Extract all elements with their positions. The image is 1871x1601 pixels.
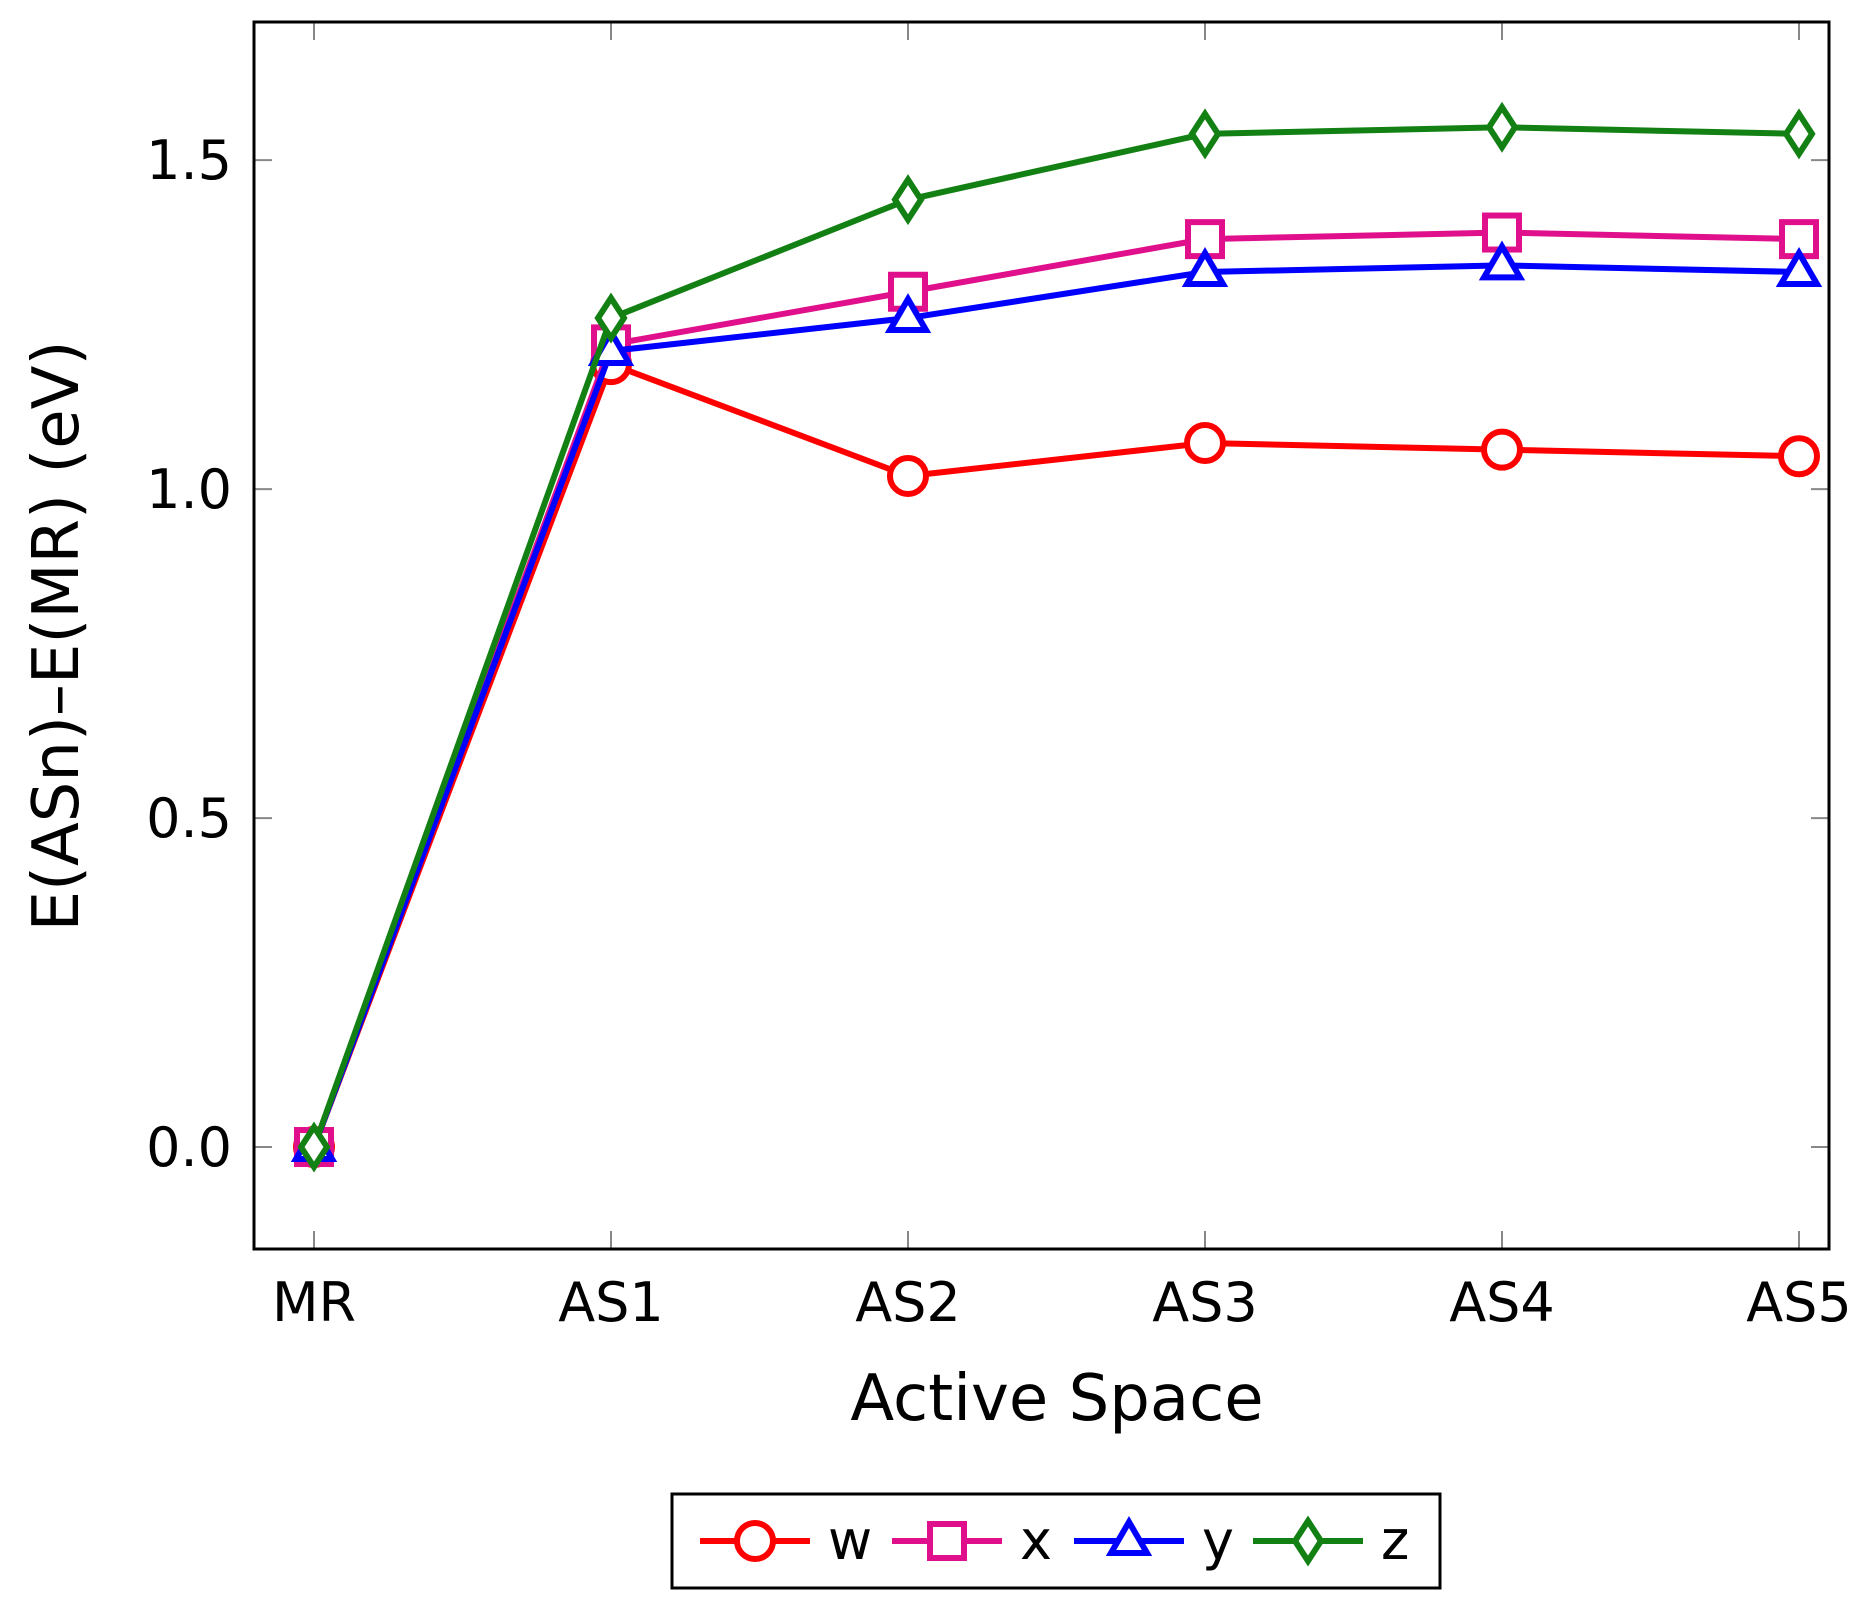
legend-entry-z: z [1253,1509,1409,1572]
data-point-w [1481,428,1523,471]
legend-marker-circle [734,1520,776,1562]
data-point-w [1778,435,1820,478]
data-point-z [1188,108,1222,160]
x-tick-label: AS3 [1152,1271,1258,1334]
legend-marker-triangle [1105,1516,1153,1556]
plot-area-frame [252,20,1831,1251]
legend-marker-square [927,1521,967,1561]
series-line-y [311,262,1800,1149]
series-z [297,101,1816,1173]
y-tick-label: 1.5 [146,129,232,192]
data-point-z [297,1121,331,1173]
legend-marker-diamond [1291,1515,1325,1567]
series-x [294,212,1819,1168]
series-line-w [311,361,1800,1149]
series-y [290,240,1823,1163]
legend-entry-x: x [892,1509,1052,1572]
data-point-w [1184,422,1226,465]
legend-entry-y: y [1074,1509,1234,1572]
data-point-y [1775,247,1823,288]
x-tick-label: MR [272,1271,356,1334]
legend-label: y [1202,1509,1234,1572]
y-tick-label: 0.5 [146,787,232,850]
x-tick-label: AS1 [558,1271,664,1334]
series-line-z [311,124,1800,1149]
y-axis-title: E(ASn)–E(MR) (eV) [20,341,94,932]
y-tick-label: 1.0 [146,458,232,521]
x-tick-labels: MR AS1 AS2 AS3 AS4 AS5 [272,1271,1852,1334]
series-line-x [311,229,1800,1149]
data-point-y [884,293,932,334]
legend-label: w [828,1509,872,1572]
data-point-z [1485,101,1519,153]
x-axis-title: Active Space [850,1362,1263,1436]
x-tick-label: AS5 [1746,1271,1852,1334]
data-point-z [1782,108,1816,160]
legend: w x y z [670,1492,1442,1590]
series-layer [290,101,1823,1173]
legend-entries: w x y z [700,1509,1409,1572]
legend-entry-w: w [700,1509,872,1572]
x-tick-label: AS4 [1449,1271,1555,1334]
data-point-z [594,292,628,344]
legend-label: x [1020,1509,1052,1572]
y-tick-label: 0.0 [146,1116,232,1179]
data-point-z [891,174,925,226]
legend-label: z [1381,1509,1409,1572]
y-tick-labels: 0.0 0.5 1.0 1.5 [146,129,232,1179]
data-point-w [887,454,929,497]
data-point-y [1478,240,1526,281]
x-tick-label: AS2 [855,1271,961,1334]
series-w [293,343,1820,1169]
axis-ticks [254,22,1829,1249]
data-point-y [1181,247,1229,288]
